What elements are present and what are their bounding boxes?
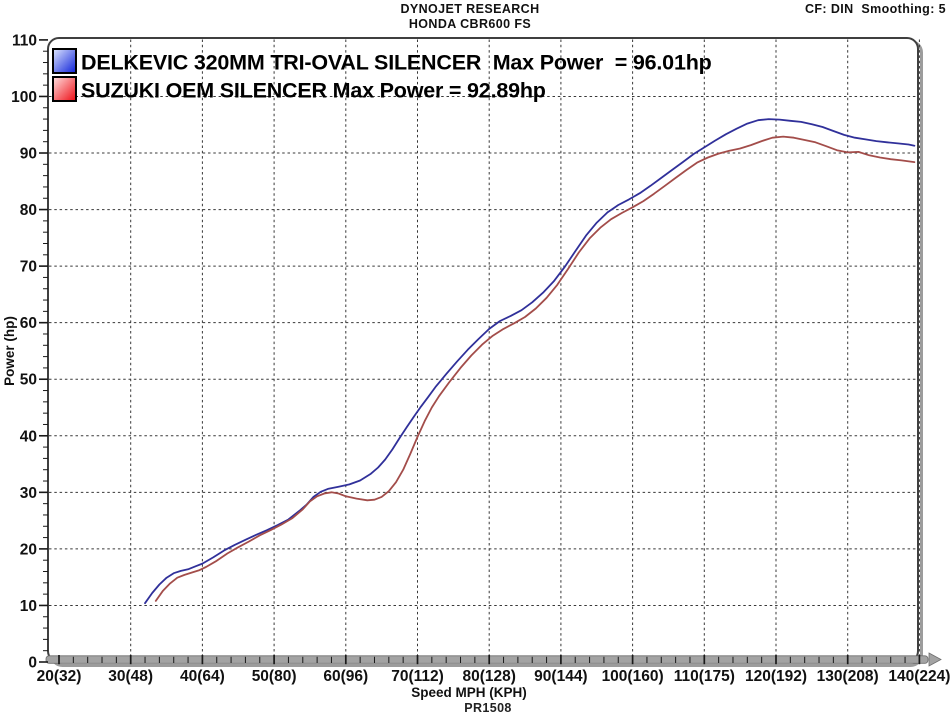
x-tick-label: 40(64): [180, 668, 225, 685]
x-tick-label: 120(192): [745, 668, 807, 685]
legend-label-delkevic: DELKEVIC 320MM TRI-OVAL SILENCER Max Pow…: [81, 51, 712, 75]
y-tick-label: 100: [11, 89, 37, 106]
header-brand: DYNOJET RESEARCH: [400, 2, 539, 16]
y-tick-label: 110: [12, 32, 37, 49]
y-tick-label: 80: [20, 202, 37, 219]
run-code: PR1508: [464, 701, 512, 715]
curve-delkevic: [144, 118, 916, 605]
y-tick-label: 20: [20, 541, 37, 558]
legend-swatch-delkevic: [52, 48, 77, 74]
x-tick-label: 90(144): [534, 668, 587, 685]
legend-swatch-suzuki-oem: [52, 76, 77, 102]
y-tick-label: 30: [20, 485, 37, 502]
x-tick-label: 70(112): [391, 668, 444, 685]
x-tick-label: 100(160): [602, 668, 664, 685]
plot-area: 20(32) 30(48) 40(64) 50(80) 60(96) 70(112) 80(…: [11, 32, 950, 685]
y-tick-label: 90: [20, 146, 37, 163]
x-tick-label: 50(80): [252, 668, 297, 685]
x-tick-label: 130(208): [817, 668, 879, 685]
x-axis-bar: [45, 655, 929, 664]
y-tick-label: 60: [20, 315, 37, 332]
x-axis-title: Speed MPH (KPH): [411, 685, 527, 700]
curve-suzuki-oem: [154, 135, 916, 602]
x-axis-arrow: [928, 652, 942, 667]
x-tick-label: 110(175): [674, 668, 735, 685]
x-tick-label: 140(224): [888, 668, 950, 685]
plot-background: [48, 38, 918, 662]
x-tick-label: 80(128): [462, 668, 515, 685]
y-tick-label: 50: [20, 372, 37, 389]
legend-label-suzuki-oem: SUZUKI OEM SILENCER Max Power = 92.89hp: [81, 79, 546, 103]
y-axis-title: Power (hp): [2, 316, 17, 386]
x-tick-label: 30(48): [108, 668, 153, 685]
x-tick-label: 60(96): [323, 668, 368, 685]
header-vehicle: HONDA CBR600 FS: [409, 17, 531, 31]
x-tick-label: 20(32): [37, 668, 82, 685]
y-tick-label: 40: [20, 428, 37, 445]
y-tick-label: 10: [20, 598, 37, 615]
y-tick-label: 70: [20, 259, 37, 276]
header-settings: CF: DIN Smoothing: 5: [805, 2, 946, 16]
y-tick-label: 0: [28, 655, 37, 672]
